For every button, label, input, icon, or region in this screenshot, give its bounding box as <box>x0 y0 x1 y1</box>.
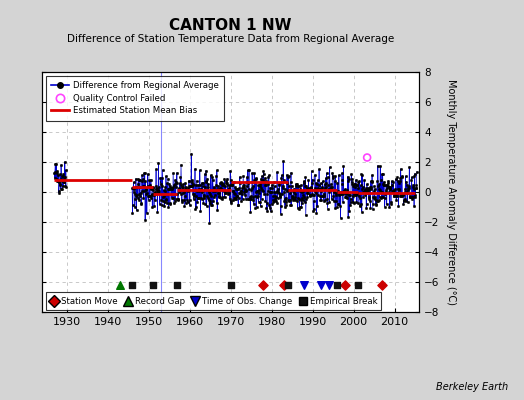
Point <box>148 282 157 288</box>
Point <box>116 282 124 288</box>
Point <box>354 282 362 288</box>
Text: Berkeley Earth: Berkeley Earth <box>436 382 508 392</box>
Point <box>173 282 181 288</box>
Y-axis label: Monthly Temperature Anomaly Difference (°C): Monthly Temperature Anomaly Difference (… <box>446 79 456 305</box>
Point <box>363 154 372 161</box>
Point <box>226 282 235 288</box>
Point <box>259 282 268 288</box>
Point <box>128 282 136 288</box>
Point <box>300 282 309 288</box>
Point <box>284 282 292 288</box>
Text: CANTON 1 NW: CANTON 1 NW <box>169 18 292 33</box>
Point <box>280 282 288 288</box>
Point <box>325 282 333 288</box>
Point <box>378 282 387 288</box>
Text: Difference of Station Temperature Data from Regional Average: Difference of Station Temperature Data f… <box>67 34 394 44</box>
Legend: Station Move, Record Gap, Time of Obs. Change, Empirical Break: Station Move, Record Gap, Time of Obs. C… <box>46 292 381 310</box>
Point <box>316 282 325 288</box>
Point <box>333 282 341 288</box>
Point <box>341 282 350 288</box>
